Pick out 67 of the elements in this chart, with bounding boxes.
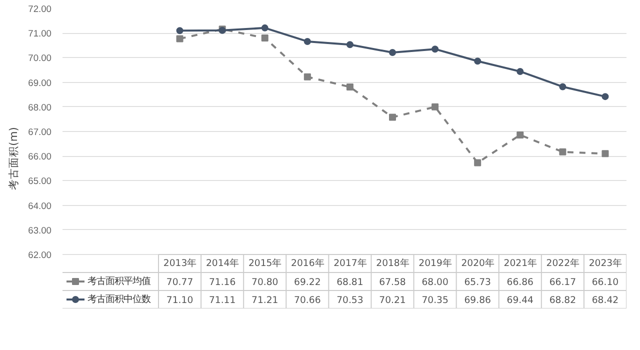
- x-tick-label: 2023年: [588, 258, 622, 269]
- x-tick-label: 2017年: [334, 258, 366, 269]
- legend-label: 考古面积中位数: [88, 294, 150, 305]
- point: [261, 24, 268, 32]
- x-tick-label: 2021年: [504, 258, 537, 269]
- y-tick-label: 70.00: [28, 53, 52, 64]
- x-tick-label: 2016年: [291, 258, 324, 269]
- data-label: 68.81: [336, 277, 364, 288]
- y-tick-label: 62.00: [28, 250, 52, 260]
- point: [346, 83, 354, 90]
- point: [516, 68, 524, 75]
- data-label: 71.16: [208, 277, 236, 288]
- x-tick-label: 2019年: [418, 258, 452, 269]
- data-label: 70.80: [252, 277, 278, 288]
- point: [176, 35, 184, 42]
- data-label: 69.44: [506, 295, 534, 306]
- data-label: 66.17: [549, 277, 576, 288]
- data-label: 71.10: [166, 295, 194, 306]
- y-tick-label: 64.00: [28, 200, 52, 211]
- point: [559, 148, 566, 156]
- point: [474, 159, 482, 166]
- x-tick-label: 2014年: [206, 258, 239, 269]
- y-tick-label: 72.00: [28, 4, 52, 14]
- point: [304, 38, 311, 45]
- point: [304, 73, 311, 80]
- data-label: 69.86: [464, 295, 492, 306]
- y-tick-label: 63.00: [28, 225, 52, 236]
- data-label: 68.82: [549, 295, 576, 306]
- point: [474, 58, 482, 65]
- point: [261, 34, 268, 42]
- data-label: 67.58: [379, 277, 406, 288]
- data-label: 65.73: [464, 277, 492, 288]
- data-label: 66.10: [592, 277, 619, 288]
- data-label: 70.53: [336, 295, 364, 306]
- x-tick-label: 2022年: [546, 258, 580, 269]
- point: [176, 27, 184, 34]
- y-axis-title: 考古面积(m): [7, 127, 20, 190]
- point: [432, 103, 439, 110]
- data-label: 66.86: [506, 277, 534, 288]
- data-label: 69.22: [294, 277, 321, 288]
- data-label: 71.11: [208, 295, 236, 306]
- point: [389, 49, 396, 56]
- data-label: 70.77: [166, 277, 194, 288]
- point: [559, 83, 566, 90]
- point: [389, 114, 396, 121]
- y-tick-label: 69.00: [28, 78, 52, 88]
- point: [602, 150, 609, 158]
- y-tick-label: 68.00: [28, 102, 52, 112]
- point: [432, 46, 439, 53]
- data-label: 71.21: [252, 295, 278, 306]
- y-tick-label: 71.00: [28, 28, 52, 39]
- y-tick-label: 66.00: [28, 152, 52, 162]
- x-tick-label: 2018年: [376, 258, 409, 269]
- point: [516, 131, 524, 138]
- x-tick-label: 2015年: [248, 258, 282, 269]
- data-label: 68.00: [422, 277, 448, 288]
- data-label: 70.21: [379, 295, 406, 306]
- data-label: 68.42: [592, 295, 619, 306]
- y-tick-label: 67.00: [28, 127, 52, 137]
- legend-label: 考古面积平均值: [88, 276, 150, 287]
- x-tick-label: 2013年: [163, 258, 196, 269]
- x-tick-label: 2020年: [461, 258, 494, 269]
- data-label: 70.66: [294, 295, 321, 306]
- point: [346, 41, 354, 48]
- y-tick-label: 65.00: [28, 176, 52, 186]
- point: [602, 93, 609, 100]
- data-label: 70.35: [422, 295, 448, 306]
